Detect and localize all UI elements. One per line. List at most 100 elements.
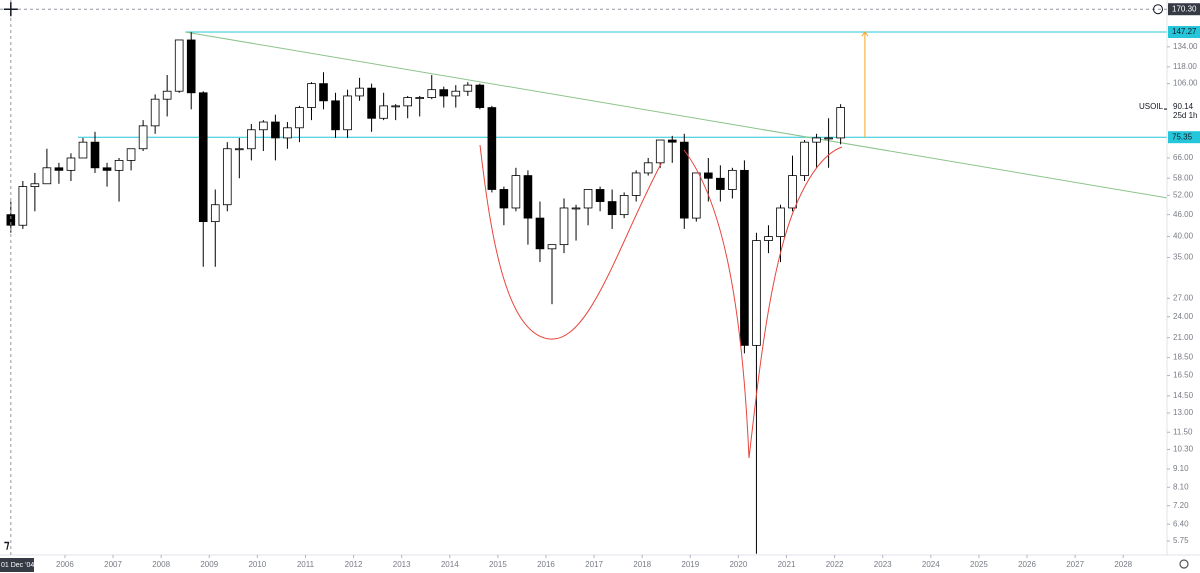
x-tick-label: 2021 [778,560,796,569]
candle-body [355,87,364,97]
candle-body [162,90,172,100]
y-tick-label: 66.00 [1173,153,1194,162]
candle-body [764,236,773,241]
countdown-label: 25d 1h [1173,111,1197,120]
candle-body [30,183,40,188]
x-tick-label: 2022 [826,560,844,569]
y-tick-label: 134.00 [1173,42,1198,51]
candle-body [836,107,845,139]
candle-body [511,175,521,209]
candle-body [6,214,16,226]
cursor-price-box [1168,3,1200,16]
y-tick-label: 18.50 [1173,353,1194,362]
candle-body [643,162,653,174]
x-tick-label: 2025 [970,560,988,569]
y-tick-label: 6.40 [1173,519,1189,528]
candle-body [655,139,665,164]
x-tick-label: 2009 [200,560,218,569]
candle-body [379,105,388,119]
x-tick-label: 2028 [1114,560,1132,569]
level-label: 147.27 [1172,27,1197,36]
level-label-box [1168,26,1200,39]
candle-body [427,89,437,98]
candle-body [78,141,88,159]
candle-body [222,148,232,206]
candle-body [247,129,256,150]
candle-body [559,207,569,246]
candle-body [18,186,28,226]
x-tick-label: 2007 [104,560,122,569]
arrow-head [861,31,869,37]
candle-body [90,141,100,169]
x-tick-label: 2010 [248,560,266,569]
candle-body [740,169,749,346]
candle-body [307,83,316,108]
candle-body [403,97,412,107]
candle-body [812,137,821,143]
candle-body [343,95,352,131]
candle-body [271,121,280,139]
y-tick-label: 46.00 [1173,210,1194,219]
candle-body [716,177,725,190]
plot-area [6,31,1168,554]
x-tick-label: 2014 [441,560,459,569]
last-price-label: 90.14 [1173,102,1194,111]
candle-body [150,98,160,127]
candle-body [54,167,64,171]
candle-body [367,87,376,119]
candle-body [66,157,76,171]
candle-body [235,148,244,151]
candle-body [499,189,509,209]
candle-body [126,148,136,161]
candle-body [667,139,677,143]
x-tick-label: 2017 [585,560,603,569]
settings-button[interactable] [1179,559,1189,569]
x-tick-label: 2027 [1066,560,1084,569]
y-tick-label: 13.00 [1173,408,1194,417]
candle-body [415,97,425,99]
candle-body [186,39,196,94]
y-tick-label: 10.30 [1173,445,1194,454]
x-tick-label: 2024 [922,560,940,569]
y-tick-label: 106.00 [1173,79,1198,88]
candle-body [210,204,220,223]
add-alert-button [1153,4,1163,15]
candle-body [295,107,304,129]
candle-body [114,159,124,171]
cursor-time-label: 01 Dec '04 [1,562,34,569]
x-tick-label: 2013 [393,560,411,569]
y-tick-label: 58.00 [1173,173,1194,182]
cursor-price-label: 170.30 [1172,4,1197,13]
candle-body [174,39,184,92]
candle-body [691,172,701,219]
candle-body [102,167,112,171]
candle-body [487,107,497,190]
candle-body [595,189,605,202]
y-tick-label: 52.00 [1173,191,1194,200]
x-tick-label: 2015 [489,560,507,569]
candle-body [619,195,629,216]
candle-body [631,172,641,196]
candle-body [679,141,689,219]
y-tick-label: 8.10 [1173,482,1189,491]
x-tick-label: 2008 [152,560,170,569]
x-tick-label: 2019 [681,560,699,569]
candle-body [439,89,449,97]
x-tick-label: 2023 [874,560,892,569]
candle-body [42,167,52,185]
y-tick-label: 5.75 [1173,536,1189,545]
candle-body [728,169,737,190]
x-tick-label: 2018 [633,560,651,569]
y-tick-label: 16.50 [1173,371,1194,380]
candle-body [259,121,268,131]
y-tick-label: 21.00 [1173,333,1194,342]
x-tick-label: 2016 [537,560,555,569]
x-tick-label: 2012 [345,560,363,569]
symbol-label: USOIL [1139,102,1164,111]
candle-body [788,175,797,209]
candle-body [523,175,533,219]
candle-body [704,172,713,179]
y-tick-label: 11.50 [1173,427,1193,436]
candle-body [776,207,785,237]
